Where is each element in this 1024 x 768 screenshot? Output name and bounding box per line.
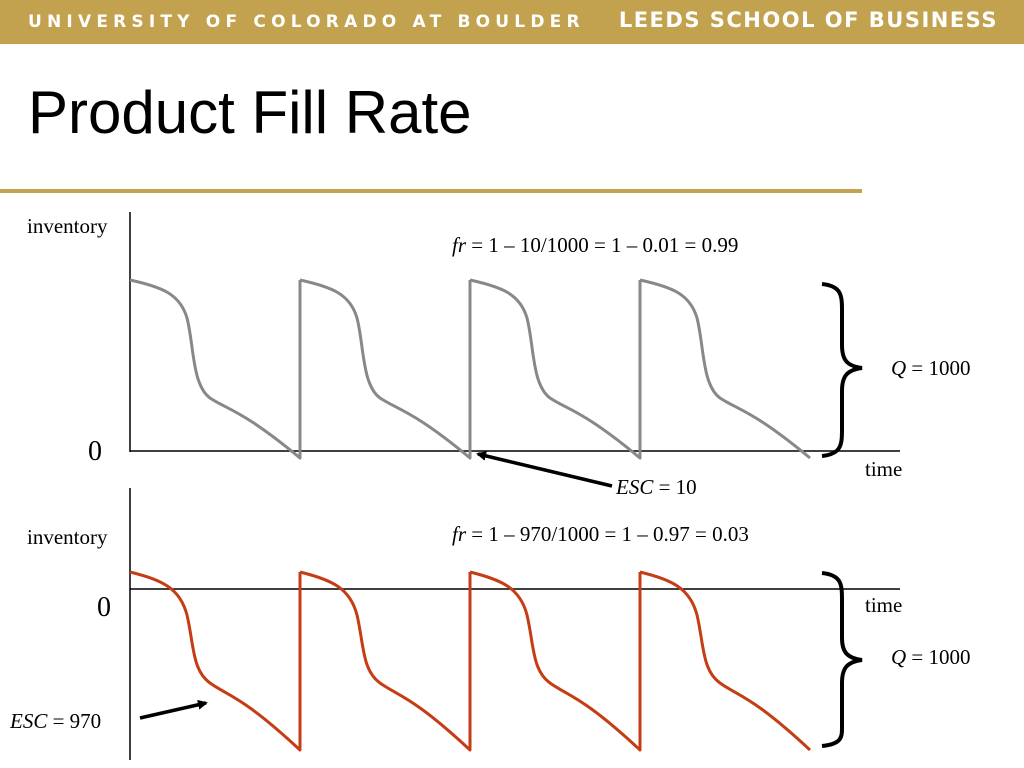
top-x-axis-label: time [865,457,903,481]
bottom-esc-arrow [139,699,208,720]
top-q-brace [821,282,863,458]
top-esc-value: = 10 [653,475,697,499]
bottom-formula-expression: = 1 – 970/1000 = 1 – 0.97 = 0.03 [466,522,749,546]
top-q-label: Q = 1000 [891,356,971,381]
bottom-x-axis-label: time [865,593,903,617]
title-divider [0,189,862,193]
top-fill-rate-formula: fr = 1 – 10/1000 = 1 – 0.01 = 0.99 [452,233,738,258]
page-title: Product Fill Rate [28,79,472,146]
bottom-formula-variable: fr [452,522,467,546]
bottom-zero-label: 0 [97,592,111,623]
top-zero-label: 0 [88,436,102,467]
top-inventory-curve [129,278,811,460]
top-esc-label: ESC = 10 [616,475,697,500]
top-formula-expression: = 1 – 10/1000 = 1 – 0.01 = 0.99 [466,233,739,257]
university-name: UNIVERSITY OF COLORADO AT BOULDER [28,12,585,32]
top-q-value: = 1000 [906,356,971,380]
school-name: LEEDS SCHOOL OF BUSINESS [618,8,998,32]
top-esc-arrow [476,450,613,488]
bottom-inventory-curve [129,570,812,752]
bottom-esc-value: = 970 [47,709,102,733]
bottom-q-brace [821,571,863,748]
header-banner: UNIVERSITY OF COLORADO AT BOULDER LEEDS … [0,0,1024,44]
bottom-q-variable: Q [891,645,907,669]
bottom-fill-rate-formula: fr = 1 – 970/1000 = 1 – 0.97 = 0.03 [452,522,749,547]
top-q-variable: Q [891,356,907,380]
top-esc-variable: ESC [616,475,654,499]
bottom-q-label: Q = 1000 [891,645,971,670]
bottom-q-value: = 1000 [906,645,971,669]
top-y-axis-label: inventory [27,214,108,238]
bottom-esc-label: ESC = 970 [10,709,101,734]
top-formula-variable: fr [452,233,467,257]
bottom-y-axis-label: inventory [27,525,108,549]
bottom-esc-variable: ESC [10,709,48,733]
